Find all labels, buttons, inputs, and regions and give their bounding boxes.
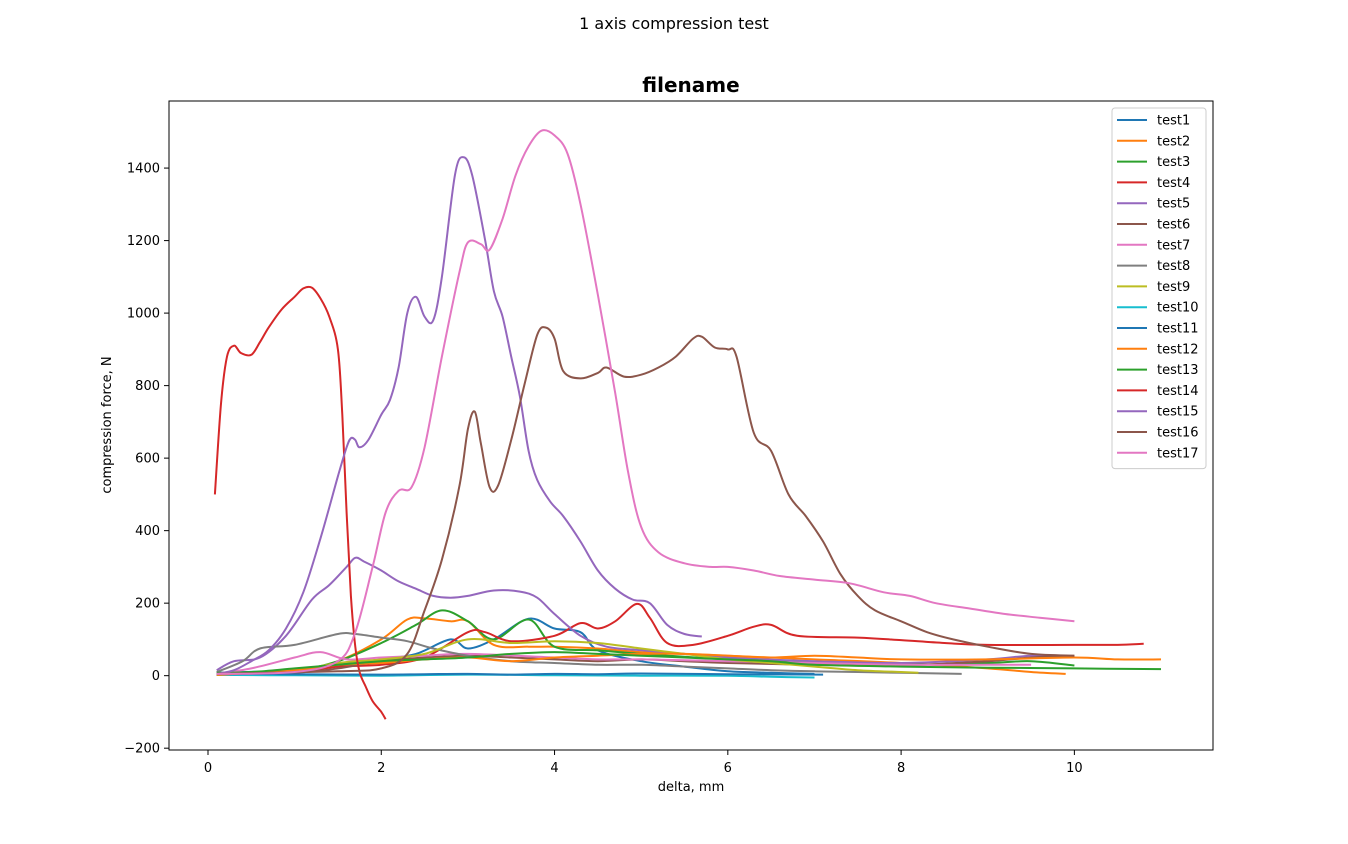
- x-tick-label: 4: [550, 761, 558, 776]
- chart-title: filename: [642, 73, 740, 97]
- legend-label-test2: test2: [1157, 134, 1190, 149]
- x-tick-label: 10: [1066, 761, 1083, 776]
- y-tick-label: 600: [135, 452, 160, 467]
- series-line-test13: [216, 651, 1162, 674]
- series-line-test14: [213, 285, 387, 720]
- legend-label-test11: test11: [1157, 322, 1199, 337]
- series-line-test4: [216, 602, 1144, 676]
- series-line-test11: [216, 672, 824, 676]
- x-axis-label: delta, mm: [658, 780, 725, 795]
- series-lines: [213, 129, 1162, 720]
- legend-label-test8: test8: [1157, 259, 1190, 274]
- plot-frame: [168, 100, 1214, 751]
- series-line-test12: [216, 652, 1162, 676]
- series-line-test10: [216, 673, 815, 679]
- x-tick-label: 8: [897, 761, 905, 776]
- series-line-test16: [216, 326, 1075, 675]
- legend-label-test3: test3: [1157, 155, 1190, 170]
- y-tick-label: 200: [135, 597, 160, 612]
- series-line-test17: [216, 129, 1075, 675]
- y-tick-label: 1400: [127, 162, 160, 177]
- y-tick-label: 0: [152, 669, 160, 684]
- y-tick-label: 1200: [127, 234, 160, 249]
- legend-label-test1: test1: [1157, 114, 1190, 129]
- series-line-test9: [216, 638, 919, 675]
- x-tick-label: 0: [204, 761, 212, 776]
- y-tick-label: 400: [135, 524, 160, 539]
- legend-label-test17: test17: [1157, 446, 1199, 461]
- y-axis: −200 0 200 400 600 800 1000 1200 1400: [124, 162, 169, 757]
- legend-label-test13: test13: [1157, 363, 1199, 378]
- y-tick-label: 1000: [127, 307, 160, 322]
- legend-label-test4: test4: [1157, 176, 1190, 191]
- legend-label-test9: test9: [1157, 280, 1190, 295]
- x-tick-label: 6: [724, 761, 732, 776]
- legend-label-test6: test6: [1157, 218, 1190, 233]
- y-axis-label: compression force, N: [100, 356, 115, 493]
- legend-label-test7: test7: [1157, 238, 1190, 253]
- series-line-test15: [216, 156, 702, 675]
- legend-label-test10: test10: [1157, 301, 1199, 316]
- y-tick-label: 800: [135, 379, 160, 394]
- legend-label-test12: test12: [1157, 342, 1199, 357]
- x-tick-label: 2: [377, 761, 385, 776]
- series-line-test5: [216, 556, 1058, 672]
- legend: test1 test2 test3 test4 test5 test6 test7 test8…: [1111, 107, 1207, 470]
- legend-box: [1111, 107, 1207, 470]
- x-axis: 0 2 4 6 8 10: [204, 750, 1083, 776]
- legend-label-test14: test14: [1157, 384, 1199, 399]
- y-tick-label: −200: [124, 742, 160, 757]
- legend-label-test16: test16: [1157, 426, 1199, 441]
- figure-suptitle: 1 axis compression test: [579, 14, 769, 33]
- legend-label-test15: test15: [1157, 405, 1199, 420]
- legend-label-test5: test5: [1157, 197, 1190, 212]
